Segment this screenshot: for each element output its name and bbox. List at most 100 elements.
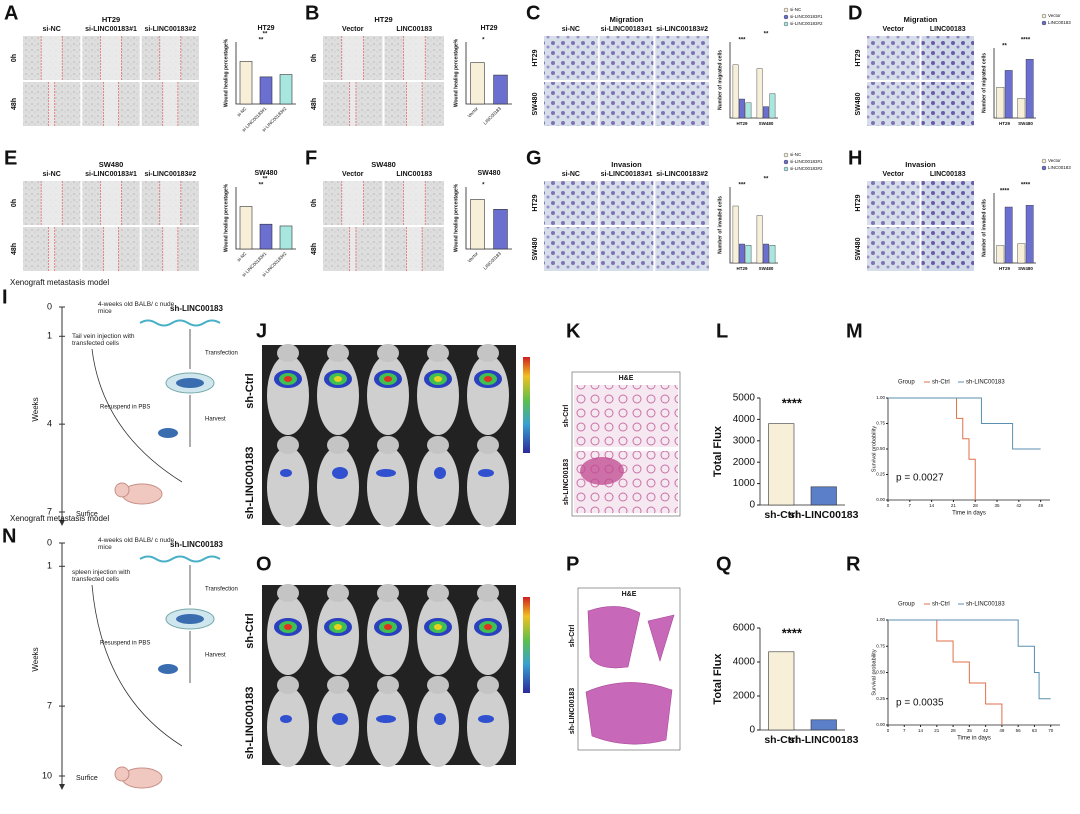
mouse-body: [317, 355, 359, 435]
mouse-head: [427, 584, 449, 602]
micrograph: [544, 36, 598, 80]
mouse-body: [267, 447, 309, 527]
wound-gap: [162, 227, 178, 271]
chart-title: HT29: [257, 25, 274, 32]
significance: ****: [1000, 189, 1010, 195]
micrograph: [867, 82, 920, 126]
step-label: Harvest: [205, 653, 226, 659]
row-label: HT29: [532, 49, 539, 66]
y-axis-label: Number of migrated cells: [981, 53, 987, 113]
legend-swatch: [1041, 165, 1047, 171]
column-label: si-NC: [562, 26, 580, 33]
panel-title: SW480: [371, 160, 396, 169]
injection-label: spleen injection with transfected cells: [72, 569, 131, 584]
timeline-tick-label: 0: [47, 537, 52, 547]
y-axis-label: Wound healing percentage%: [223, 183, 229, 252]
wound-gap: [103, 227, 119, 271]
signal-outer: [434, 713, 446, 725]
y-axis-label: Number of invaded cells: [717, 196, 723, 254]
column-label: si-LINC00183#2: [656, 26, 708, 33]
lung-section: [585, 682, 673, 745]
panel-title: SW480: [99, 160, 124, 169]
mice-label: 4-weeks old BALB/ c nude mice: [98, 537, 175, 552]
x-tick-label: 63: [1032, 728, 1038, 733]
row-label: HT29: [532, 194, 539, 211]
micrograph: [599, 227, 654, 271]
x-tick-label: 7: [909, 503, 912, 508]
x-tick-label: 14: [929, 503, 935, 508]
timeline-tick-label: 1: [47, 331, 52, 341]
y-tick-label: 0.50: [876, 670, 885, 675]
mouse-body: [467, 447, 509, 527]
legend-swatch: [1041, 20, 1047, 26]
x-tick-label: sh-Ctrl: [764, 734, 798, 746]
signal-core: [384, 624, 392, 630]
column-label: Vector: [883, 171, 905, 178]
bar: [1004, 206, 1013, 264]
wound-gap: [159, 36, 181, 80]
step-label: Transfection: [205, 587, 238, 593]
mouse-body: [317, 687, 359, 767]
panel-title: Invasion: [611, 160, 642, 169]
row-label: SW480: [855, 237, 862, 260]
imaging-row-label: sh-Ctrl: [244, 613, 256, 648]
survival-curve: [888, 619, 1051, 700]
x-tick-label: 28: [951, 728, 957, 733]
column-label: si-LINC00183#2: [144, 171, 196, 178]
row-label: 0h: [11, 54, 18, 62]
x-tick-label: SW480: [1018, 121, 1033, 126]
x-tick-label: 21: [951, 503, 957, 508]
bar: [493, 74, 508, 105]
row-label: HT29: [855, 194, 862, 211]
wound-gap: [403, 36, 426, 80]
mouse-head: [327, 676, 349, 694]
y-tick-label: 0.25: [876, 696, 885, 701]
timeline-arrow: [59, 784, 65, 790]
bar: [739, 243, 745, 264]
significance: ****: [1021, 38, 1031, 44]
x-tick-label: LINC00183: [482, 106, 502, 126]
timeline-axis-label: Weeks: [31, 397, 40, 421]
column-label: LINC00183: [396, 171, 432, 178]
lung-tissue: [574, 385, 678, 447]
y-tick-label: 0.50: [876, 446, 885, 451]
legend-label: si-LINC00183#2: [790, 21, 823, 26]
row-label: 48h: [311, 243, 318, 255]
timeline-tick-label: 10: [42, 770, 52, 780]
timeline-arrow: [59, 520, 65, 526]
bar: [239, 61, 253, 105]
signal-core: [334, 376, 342, 382]
significance: **: [263, 177, 268, 183]
y-tick-label: 0.00: [876, 497, 885, 502]
bar: [279, 225, 293, 250]
panel-title: HT29: [102, 15, 120, 24]
he-row-label: sh-Ctrl: [563, 405, 570, 428]
panel-letter: B: [305, 2, 319, 24]
imaging-row-label: sh-Ctrl: [244, 373, 256, 408]
y-tick-label: 0.75: [876, 643, 885, 648]
wound-gap: [349, 227, 356, 271]
signal-core: [284, 624, 292, 630]
row-label: SW480: [855, 92, 862, 115]
panel-letter: F: [305, 147, 317, 169]
p-value: p = 0.0027: [896, 473, 944, 484]
mouse-body: [367, 447, 409, 527]
x-tick-label: 14: [918, 728, 924, 733]
mouse-body: [467, 687, 509, 767]
step-label: Transfection: [205, 351, 238, 357]
column-label: LINC00183: [930, 26, 966, 33]
mouse-head: [114, 766, 130, 782]
column-label: Vector: [342, 26, 364, 33]
mouse-head: [427, 436, 449, 454]
significance: **: [764, 177, 769, 183]
injection-label-box: spleen injection with transfected cells: [72, 569, 131, 584]
micrograph: [867, 36, 920, 80]
significance: ****: [782, 625, 803, 640]
legend-label: si-LINC00183#1: [790, 14, 823, 19]
column-label: si-LINC00183#2: [144, 26, 196, 33]
mouse-body: [417, 447, 459, 527]
legend-swatch: [1041, 13, 1047, 19]
wound-gap: [159, 181, 181, 225]
row-label: HT29: [855, 49, 862, 66]
